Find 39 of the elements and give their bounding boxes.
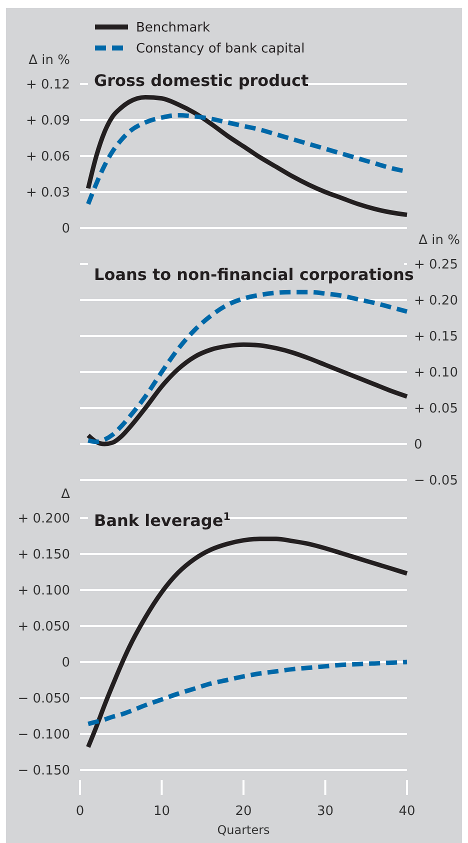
line-series	[86, 342, 410, 446]
legend-label: Constancy of bank capital	[136, 42, 305, 57]
y2-tick-label: 0	[414, 438, 422, 453]
y2-tick-label: + 0.25	[414, 258, 458, 273]
y-tick-label: 0	[62, 656, 70, 671]
y-tick-label: + 0.06	[26, 150, 70, 165]
y-tick-label: + 0.050	[18, 620, 70, 635]
y-tick-label: − 0.050	[18, 692, 70, 707]
y2-tick-label: + 0.10	[414, 366, 458, 381]
x-tick-label: 40	[398, 804, 416, 819]
y-axis-title: Δ in %	[28, 53, 70, 68]
x-tick-label: 20	[235, 804, 252, 819]
y-axis-title: Δ	[61, 487, 70, 502]
y2-axis-title: Δ in %	[418, 233, 460, 248]
legend-label: Benchmark	[136, 20, 211, 36]
x-axis-title: Quarters	[217, 823, 270, 837]
line-series	[86, 660, 410, 726]
line-series	[86, 536, 410, 750]
y-tick-label: − 0.150	[18, 764, 70, 779]
line-series	[86, 94, 410, 218]
y2-tick-label: − 0.05	[414, 474, 458, 489]
y-tick-label: + 0.150	[18, 548, 70, 563]
y-tick-label: + 0.12	[26, 78, 70, 93]
chart-title: Gross domestic product	[94, 71, 309, 90]
x-tick-label: 0	[76, 804, 84, 819]
y2-tick-label: + 0.05	[414, 402, 458, 417]
y-tick-label: + 0.100	[18, 584, 70, 599]
y2-tick-label: + 0.20	[414, 294, 458, 309]
y-tick-label: + 0.09	[26, 114, 70, 129]
y-tick-label: − 0.100	[18, 728, 70, 743]
y-tick-label: 0	[62, 222, 70, 237]
y2-tick-label: + 0.15	[414, 330, 458, 345]
chart-title: Loans to non-financial corporations	[94, 265, 414, 284]
y-tick-label: + 0.200	[18, 512, 70, 527]
line-series	[86, 290, 410, 444]
x-tick-label: 30	[316, 804, 334, 819]
y-tick-label: + 0.03	[26, 186, 70, 201]
chart-title: Bank leverage$^{1}$	[94, 511, 230, 530]
x-tick-label: 10	[153, 804, 170, 819]
